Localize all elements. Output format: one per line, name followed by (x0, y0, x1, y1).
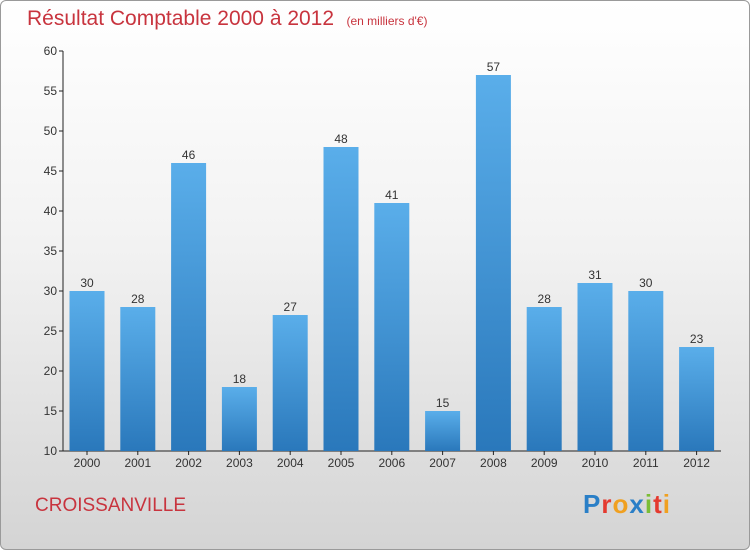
y-tick-label: 40 (44, 204, 58, 218)
data-label: 48 (334, 132, 348, 146)
data-label: 18 (233, 372, 247, 386)
y-tick-label: 35 (44, 244, 58, 258)
x-tick-label: 2006 (378, 456, 405, 470)
y-tick-label: 10 (44, 444, 58, 458)
y-tick-label: 60 (44, 44, 58, 58)
bar (69, 291, 105, 451)
x-tick-label: 2012 (683, 456, 710, 470)
bar (425, 411, 461, 451)
y-tick-label: 25 (44, 324, 58, 338)
x-tick-label: 2008 (480, 456, 507, 470)
y-tick-label: 45 (44, 164, 58, 178)
x-tick-label: 2003 (226, 456, 253, 470)
data-label: 28 (538, 292, 552, 306)
x-tick-label: 2001 (124, 456, 151, 470)
data-label: 15 (436, 396, 450, 410)
data-label: 30 (639, 276, 653, 290)
bar (171, 163, 207, 451)
x-tick-label: 2004 (277, 456, 304, 470)
bar (323, 147, 359, 451)
bar (374, 203, 410, 451)
y-tick-label: 20 (44, 364, 58, 378)
data-label: 31 (588, 268, 602, 282)
bar (221, 387, 257, 451)
bar (272, 315, 308, 451)
x-tick-label: 2009 (531, 456, 558, 470)
data-label: 46 (182, 148, 196, 162)
bar (628, 291, 664, 451)
data-label: 23 (690, 332, 704, 346)
y-tick-label: 55 (44, 84, 58, 98)
y-tick-label: 50 (44, 124, 58, 138)
chart-title-block: Résultat Comptable 2000 à 2012 (en milli… (27, 7, 427, 31)
bar (679, 347, 715, 451)
x-tick-label: 2005 (328, 456, 355, 470)
data-label: 27 (284, 300, 298, 314)
proxiti-logo: Proxiti (583, 489, 671, 519)
chart-title: Résultat Comptable 2000 à 2012 (27, 7, 335, 30)
y-tick-label: 30 (44, 284, 58, 298)
bar (120, 307, 156, 451)
data-label: 28 (131, 292, 145, 306)
y-tick-label: 15 (44, 404, 58, 418)
data-label: 41 (385, 188, 399, 202)
bar (475, 75, 511, 451)
data-label: 57 (487, 60, 501, 74)
x-tick-label: 2000 (74, 456, 101, 470)
x-tick-label: 2010 (582, 456, 609, 470)
x-tick-label: 2002 (175, 456, 202, 470)
city-name: CROISSANVILLE (35, 495, 186, 516)
x-tick-label: 2007 (429, 456, 456, 470)
x-tick-label: 2011 (633, 456, 659, 470)
bar (526, 307, 562, 451)
bar (577, 283, 613, 451)
chart-subtitle: (en milliers d'€) (346, 14, 428, 28)
data-label: 30 (80, 276, 94, 290)
